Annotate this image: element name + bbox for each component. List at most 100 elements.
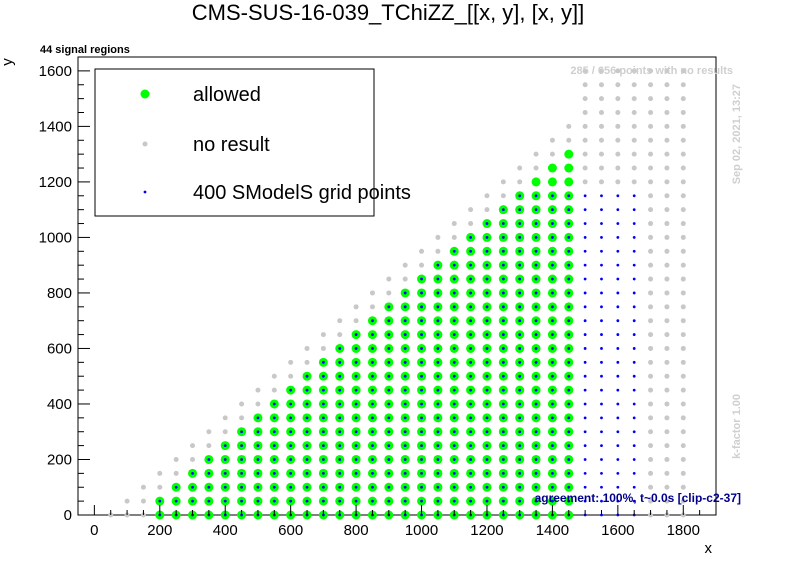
point-grid <box>616 249 620 253</box>
point-grid <box>501 416 505 420</box>
point-no-result <box>615 137 621 143</box>
point-grid <box>469 305 473 309</box>
point-no-result <box>288 359 294 365</box>
point-grid <box>534 249 538 253</box>
point-grid <box>452 263 456 267</box>
point-no-result <box>173 470 179 476</box>
point-grid <box>387 416 391 420</box>
point-grid <box>338 499 342 503</box>
point-grid <box>534 319 538 323</box>
point-no-result <box>680 234 686 240</box>
point-grid <box>518 444 522 448</box>
point-grid <box>501 305 505 309</box>
point-grid <box>420 388 423 392</box>
point-no-result <box>664 110 670 116</box>
point-grid <box>567 208 571 212</box>
point-grid <box>387 485 391 489</box>
point-grid <box>632 277 636 281</box>
point-grid <box>518 319 522 323</box>
point-grid <box>436 471 440 475</box>
legend-label-allowed: allowed <box>193 84 261 106</box>
legend-entry-no-result: no result <box>142 134 270 156</box>
point-no-result <box>582 137 588 143</box>
point-grid <box>518 402 522 406</box>
point-no-result <box>598 165 604 171</box>
point-grid <box>583 402 587 406</box>
point-no-result <box>648 345 654 351</box>
point-grid <box>632 236 636 239</box>
point-no-result <box>648 318 654 324</box>
point-grid <box>371 374 374 378</box>
point-no-result <box>648 179 654 185</box>
point-grid <box>501 277 505 281</box>
point-grid <box>567 277 571 281</box>
point-grid <box>551 458 554 461</box>
point-grid <box>354 402 358 406</box>
point-grid <box>436 430 440 434</box>
point-grid <box>632 222 636 225</box>
point-grid <box>567 402 571 406</box>
point-grid <box>403 305 407 309</box>
point-grid <box>436 305 440 309</box>
point-grid <box>583 388 587 392</box>
point-grid <box>403 319 407 323</box>
point-no-result <box>680 318 686 324</box>
point-grid <box>632 360 636 364</box>
point-grid <box>551 360 554 364</box>
point-grid <box>567 444 571 448</box>
point-grid <box>371 347 374 350</box>
point-no-result <box>271 373 277 379</box>
point-grid <box>240 471 243 475</box>
point-grid <box>534 485 538 489</box>
point-grid <box>469 416 473 420</box>
point-no-result <box>680 470 686 476</box>
point-no-result <box>680 179 686 185</box>
point-grid <box>354 374 358 378</box>
point-grid <box>567 291 571 295</box>
point-grid <box>207 458 211 461</box>
legend: allowed no result 400 SModelS grid point… <box>94 68 411 217</box>
point-grid <box>191 485 194 489</box>
point-no-result <box>222 415 228 421</box>
point-grid <box>583 485 587 489</box>
legend-entry-grid-points: 400 SModelS grid points <box>143 182 411 204</box>
point-grid <box>501 402 505 406</box>
point-grid <box>632 430 636 434</box>
point-grid <box>436 291 440 295</box>
point-no-result <box>648 207 654 213</box>
point-grid <box>616 222 620 225</box>
point-no-result <box>598 179 604 185</box>
point-grid <box>567 194 571 198</box>
point-grid <box>616 430 620 434</box>
point-grid <box>518 458 522 461</box>
point-no-result <box>190 456 196 462</box>
point-grid <box>321 458 325 461</box>
point-grid <box>387 305 391 309</box>
point-grid <box>469 249 473 253</box>
agreement-note: agreement: 100%, t~0.0s [clip-c2-37] <box>535 491 741 505</box>
point-grid <box>501 458 505 461</box>
point-grid <box>583 236 587 239</box>
point-no-result <box>631 68 637 74</box>
point-no-result <box>304 345 310 351</box>
point-no-result <box>582 68 588 74</box>
point-no-result <box>598 110 604 116</box>
point-grid <box>354 485 358 489</box>
point-grid <box>469 458 473 461</box>
point-grid <box>371 388 374 392</box>
point-grid <box>452 333 456 336</box>
point-grid <box>567 485 571 489</box>
point-allowed <box>547 163 557 173</box>
point-no-result <box>664 68 670 74</box>
point-no-result <box>631 179 637 185</box>
point-grid <box>420 499 423 503</box>
point-grid <box>518 347 522 350</box>
x-axis-label: x <box>705 540 713 557</box>
point-no-result <box>419 248 425 254</box>
point-grid <box>534 374 538 378</box>
point-no-result <box>337 318 343 324</box>
point-grid <box>551 444 554 448</box>
point-grid <box>616 499 620 503</box>
point-no-result <box>664 179 670 185</box>
point-grid <box>436 458 440 461</box>
